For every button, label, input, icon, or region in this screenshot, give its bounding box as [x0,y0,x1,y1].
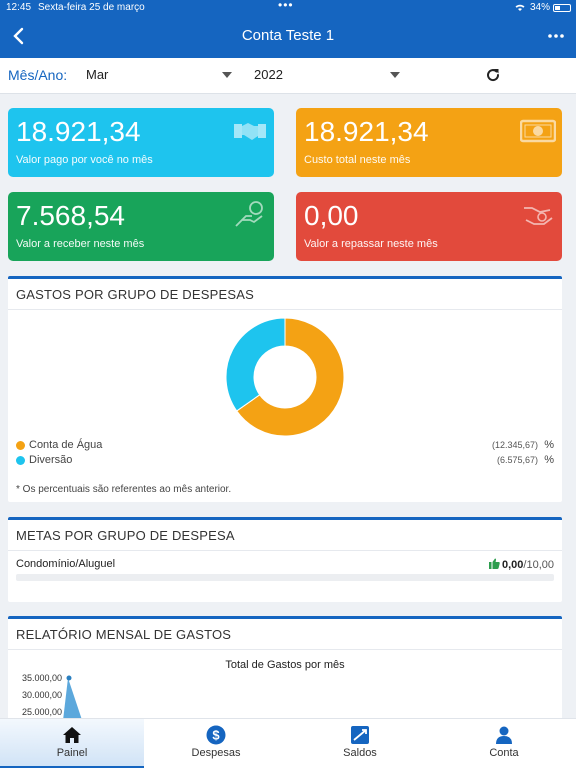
monthly-report-panel: RELATÓRIO MENSAL DE GASTOS Total de Gast… [8,616,562,726]
y-tick-label: 35.000,00 [22,673,63,683]
card-label: Valor pago por você no mês [16,154,153,166]
expenses-donut-chart [225,317,345,437]
card-value: 18.921,34 [16,116,141,147]
footnote: * Os percentuais são referentes ao mês a… [16,484,232,495]
bottom-tab-bar: Painel $ Despesas Saldos Conta [0,718,576,768]
legend-amount: (12.345,67) [491,440,538,450]
year-select[interactable]: 2022 [254,67,404,87]
hand-coin-icon [235,201,263,227]
month-select[interactable]: Mar [86,67,236,87]
battery-percent: 34% [529,2,550,13]
status-date: Sexta-feira 25 de março [38,2,145,13]
hand-giving-coin-icon [524,207,553,225]
caret-down-icon [222,72,232,78]
divider [8,649,562,650]
area-series [62,678,84,726]
period-label: Mês/Ano: [8,67,68,83]
expenses-by-group-panel: GASTOS POR GRUPO DE DESPESAS Conta de Ág… [8,276,562,502]
legend-label: Diversão [29,454,73,466]
month-value: Mar [86,67,109,82]
tab-label: Conta [489,747,519,759]
card-value: 7.568,54 [16,200,125,231]
panel-title: GASTOS POR GRUPO DE DESPESAS [16,287,254,302]
chart-title: Total de Gastos por mês [225,659,345,671]
page-title: Conta Teste 1 [241,27,335,44]
goal-progress-bar [16,574,554,581]
goal-max: /10,00 [523,559,554,571]
legend-percent: % [544,454,554,466]
legend-swatch [16,456,25,465]
panel-title: METAS POR GRUPO DE DESPESA [16,528,235,543]
legend-amount: (6.575,67) [496,455,538,465]
legend-percent: % [544,439,554,451]
tab-label: Saldos [343,747,377,759]
tab-label: Despesas [191,747,241,759]
card-value: 0,00 [304,200,359,231]
goals-panel: METAS POR GRUPO DE DESPESA Condomínio/Al… [8,517,562,602]
card-paid-by-you[interactable]: 18.921,34 Valor pago por você no mês [8,108,274,177]
more-horizontal-icon[interactable] [546,26,566,46]
card-label: Valor a repassar neste mês [304,238,438,250]
status-bar: 12:45 Sexta-feira 25 de março ••• 34% [0,0,576,16]
pie-slice-diversao[interactable] [225,317,286,412]
home-icon [63,727,81,743]
handshake-icon [234,123,266,140]
app-bar: Conta Teste 1 [0,16,576,58]
tab-despesas[interactable]: $ Despesas [144,719,288,768]
panel-title: RELATÓRIO MENSAL DE GASTOS [16,627,232,642]
balance-chart-icon [351,726,369,744]
tab-conta[interactable]: Conta [432,719,576,768]
divider [8,550,562,551]
chevron-left-icon[interactable] [8,25,30,47]
divider [8,309,562,310]
user-icon [496,726,512,744]
caret-down-icon [390,72,400,78]
banknote-icon [520,119,556,143]
thumbs-up-icon [488,558,500,569]
card-label: Valor a receber neste mês [16,238,145,250]
card-to-receive[interactable]: 7.568,54 Valor a receber neste mês [8,192,274,261]
legend-label: Conta de Água [29,439,103,451]
card-to-transfer[interactable]: 0,00 Valor a repassar neste mês [296,192,562,261]
battery-icon [553,4,571,12]
tab-painel[interactable]: Painel [0,719,144,768]
pie-slice-conta-agua[interactable] [236,317,345,437]
data-point [66,675,72,681]
legend-swatch [16,441,25,450]
multitask-dots-icon[interactable]: ••• [278,0,294,12]
y-tick-label: 25.000,00 [22,707,63,717]
refresh-icon[interactable] [484,66,502,84]
card-value: 18.921,34 [304,116,429,147]
y-tick-label: 30.000,00 [22,690,63,700]
card-total-cost[interactable]: 18.921,34 Custo total neste mês [296,108,562,177]
year-value: 2022 [254,67,283,82]
wifi-icon [515,4,525,11]
svg-text:$: $ [212,728,220,743]
status-time: 12:45 [6,2,32,13]
goal-name: Condomínio/Aluguel [16,558,116,570]
legend-item-diversao[interactable]: Diversão (6.575,67) % [16,454,554,468]
goal-current: 0,00 [501,559,524,571]
monthly-area-chart [62,675,84,726]
period-filter: Mês/Ano: Mar 2022 [0,58,576,94]
goal-value: 0,00/10,00 [488,558,554,571]
tab-saldos[interactable]: Saldos [288,719,432,768]
tab-label: Painel [56,747,88,759]
legend-item-conta-agua[interactable]: Conta de Água (12.345,67) % [16,439,554,453]
card-label: Custo total neste mês [304,154,411,166]
dollar-circle-icon: $ [206,725,226,745]
